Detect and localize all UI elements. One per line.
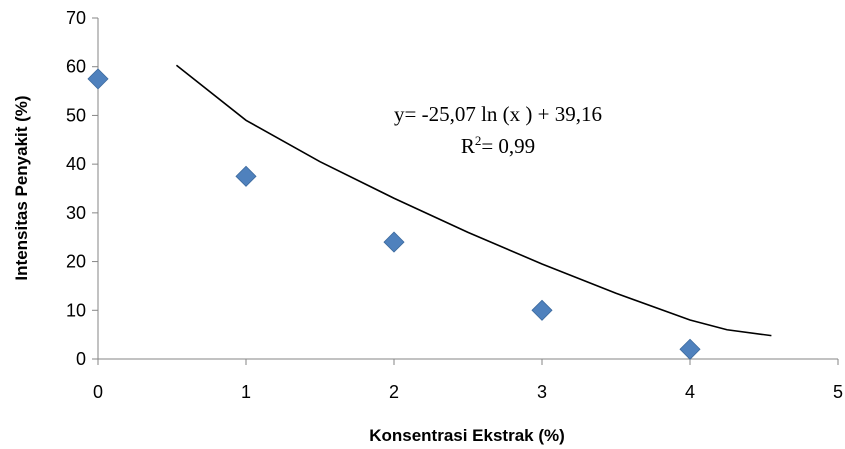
data-point (87, 68, 109, 90)
r2-letter: R (461, 134, 475, 158)
x-ticks: 0 1 2 3 4 5 (93, 359, 843, 402)
x-tick-label: 4 (685, 382, 695, 402)
y-tick-label: 70 (66, 8, 86, 28)
data-point (235, 165, 257, 187)
data-points (87, 68, 701, 360)
y-tick-label: 60 (66, 57, 86, 77)
r2-superscript: 2 (475, 133, 482, 148)
r-squared-label: R2= 0,99 (461, 133, 535, 158)
data-point (383, 231, 405, 253)
x-axis-title: Konsentrasi Ekstrak (%) (369, 426, 565, 445)
r2-value: = 0,99 (481, 134, 535, 158)
data-point (531, 299, 553, 321)
y-tick-label: 20 (66, 252, 86, 272)
x-tick-label: 3 (537, 382, 547, 402)
axes (97, 18, 838, 360)
y-tick-label: 50 (66, 105, 86, 125)
y-tick-label: 10 (66, 300, 86, 320)
y-tick-label: 0 (76, 349, 86, 369)
y-axis-title: Intensitas Penyakit (%) (12, 95, 31, 280)
x-tick-label: 2 (389, 382, 399, 402)
x-tick-label: 5 (833, 382, 843, 402)
x-tick-label: 0 (93, 382, 103, 402)
y-tick-label: 30 (66, 203, 86, 223)
x-tick-label: 1 (241, 382, 251, 402)
data-point (679, 338, 701, 360)
equation-label: y= -25,07 ln (x ) + 39,16 (394, 102, 602, 126)
y-tick-label: 40 (66, 154, 86, 174)
trendline (175, 64, 772, 337)
y-ticks: 0 10 20 30 40 50 60 70 (66, 8, 98, 369)
